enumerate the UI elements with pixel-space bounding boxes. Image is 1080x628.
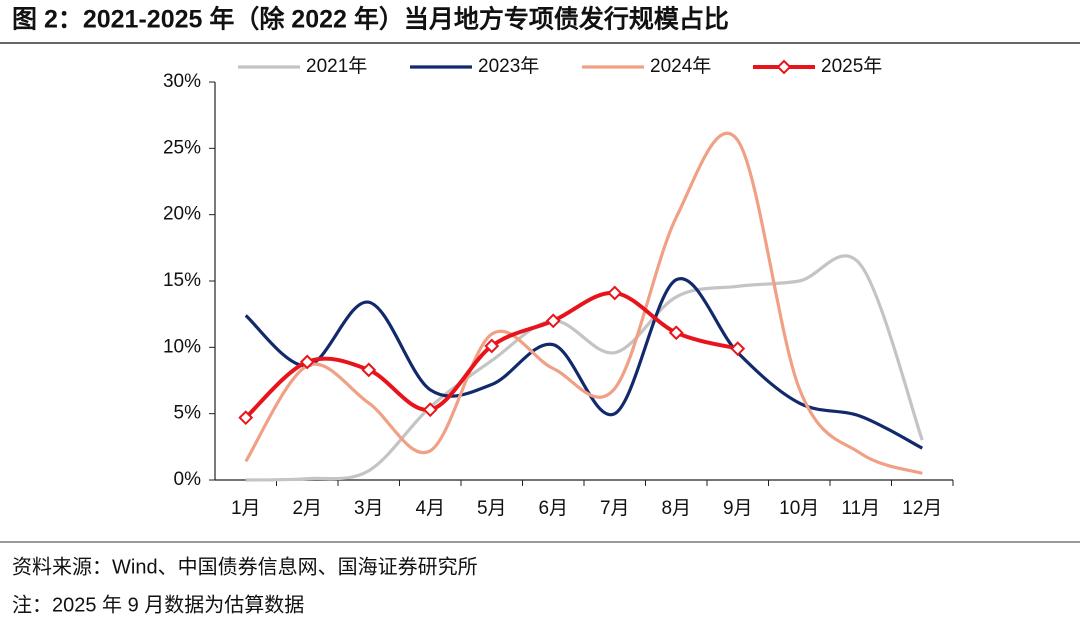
source-note: 资料来源：Wind、中国债券信息网、国海证券研究所 [12,555,478,578]
y-tick-label: 25% [163,137,201,158]
data-marker [238,410,254,426]
x-tick-label: 8月 [661,498,691,519]
x-tick-label: 9月 [723,498,753,519]
series-line [244,131,923,475]
data-marker [607,285,623,301]
data-marker [545,313,561,329]
data-marker [484,338,500,354]
data-marker [361,362,377,378]
x-tick-label: 11月 [841,498,880,519]
x-tick-label: 5月 [477,498,507,519]
x-tick-label: 7月 [600,498,630,519]
series-line [244,290,739,420]
y-tick-label: 5% [174,403,202,424]
y-tick-label: 0% [174,469,202,490]
series-line [244,277,923,450]
x-tick-label: 12月 [902,498,942,519]
data-marker [422,402,438,418]
x-tick-label: 4月 [415,498,445,519]
footnote: 注：2025 年 9 月数据为估算数据 [12,593,304,616]
data-marker [730,341,746,357]
x-tick-label: 3月 [354,498,384,519]
legend-marker [776,59,792,75]
data-marker [299,354,315,370]
x-tick-label: 10月 [779,498,819,519]
legend-label: 2021年 [306,55,367,77]
x-tick-label: 1月 [231,498,261,519]
series-line [245,254,924,482]
y-tick-label: 10% [163,336,201,357]
x-tick-label: 6月 [538,498,568,519]
y-tick-label: 30% [163,71,201,92]
legend-label: 2023年 [478,55,539,77]
data-marker [668,325,684,341]
chart-title: 图 2：2021-2025 年（除 2022 年）当月地方专项债发行规模占比 [12,5,729,34]
legend-label: 2024年 [650,55,711,77]
y-tick-label: 20% [163,204,201,225]
legend-label: 2025年 [821,55,882,77]
y-tick-label: 15% [163,270,201,291]
x-tick-label: 2月 [292,498,322,519]
